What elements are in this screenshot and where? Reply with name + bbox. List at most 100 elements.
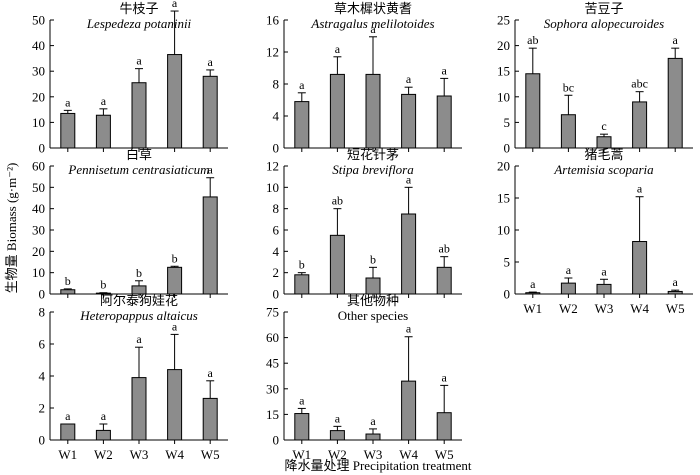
bar bbox=[560, 282, 576, 295]
y-tick-label: 15 bbox=[497, 191, 510, 206]
y-tick-label: 0 bbox=[504, 287, 511, 302]
y-tick-label: 60 bbox=[32, 159, 45, 174]
bar bbox=[202, 196, 218, 295]
significance-label: a bbox=[673, 275, 679, 289]
y-tick-label: 30 bbox=[266, 381, 279, 396]
bar bbox=[667, 57, 683, 149]
bar bbox=[365, 277, 381, 295]
x-tick-label: W3 bbox=[364, 447, 383, 462]
panel-title-cn: 草木樨状黄耆 bbox=[334, 1, 412, 16]
significance-label: a bbox=[335, 42, 341, 56]
bar bbox=[667, 290, 683, 295]
x-tick-label: W3 bbox=[130, 447, 149, 462]
bar bbox=[436, 95, 452, 149]
bar bbox=[365, 73, 381, 149]
significance-label: bc bbox=[563, 80, 574, 94]
bar bbox=[632, 101, 648, 149]
y-tick-label: 25 bbox=[497, 13, 510, 28]
y-tick-label: 5 bbox=[504, 255, 511, 270]
bar bbox=[294, 413, 310, 441]
y-tick-label: 4 bbox=[273, 244, 280, 259]
significance-label: a bbox=[101, 409, 107, 423]
y-tick-label: 50 bbox=[32, 13, 45, 28]
bar bbox=[167, 369, 183, 441]
x-tick-label: W1 bbox=[292, 447, 311, 462]
bar bbox=[95, 429, 111, 441]
significance-label: a bbox=[370, 414, 376, 428]
significance-label: a bbox=[101, 94, 107, 108]
bar bbox=[202, 75, 218, 149]
panel-title-cn: 短花针茅 bbox=[347, 147, 399, 162]
y-tick-label: 75 bbox=[266, 305, 279, 320]
significance-label: a bbox=[406, 172, 412, 186]
significance-label: a bbox=[65, 95, 71, 109]
panel-title-cn: 其他物种 bbox=[347, 293, 399, 308]
y-tick-label: 10 bbox=[266, 180, 279, 195]
significance-label: a bbox=[673, 33, 679, 47]
bar bbox=[131, 82, 147, 149]
y-tick-label: 0 bbox=[273, 141, 280, 156]
significance-label: a bbox=[335, 411, 341, 425]
bar bbox=[401, 213, 417, 295]
y-tick-label: 0 bbox=[273, 287, 280, 302]
bar bbox=[60, 289, 76, 295]
significance-label: a bbox=[208, 366, 214, 380]
significance-label: a bbox=[208, 163, 214, 177]
bar bbox=[60, 423, 76, 441]
significance-label: ab bbox=[527, 33, 538, 47]
panel-title-species: Other species bbox=[338, 308, 408, 323]
panel-title-cn: 苦豆子 bbox=[584, 1, 623, 16]
x-tick-label: W5 bbox=[666, 301, 685, 316]
bar bbox=[294, 274, 310, 295]
panel-title-species: Sophora alopecuroides bbox=[544, 16, 664, 31]
significance-label: a bbox=[370, 22, 376, 36]
panel-title-cn: 白草 bbox=[126, 147, 152, 162]
y-tick-label: 10 bbox=[32, 265, 45, 280]
panel-title-species: Heteropappus altaicus bbox=[79, 308, 198, 323]
x-tick-label: W2 bbox=[328, 447, 347, 462]
bar bbox=[329, 234, 345, 295]
y-tick-label: 30 bbox=[32, 64, 45, 79]
y-tick-label: 0 bbox=[504, 141, 511, 156]
bar bbox=[60, 112, 76, 149]
y-tick-label: 0 bbox=[39, 433, 46, 448]
bar bbox=[167, 54, 183, 149]
y-tick-label: 15 bbox=[497, 64, 510, 79]
panel-title-species: Artemisia scoparia bbox=[553, 162, 654, 177]
bar bbox=[401, 380, 417, 441]
x-axis-label: 降水量处理 Precipitation treatment bbox=[284, 458, 471, 473]
y-tick-label: 12 bbox=[266, 159, 279, 174]
bar bbox=[436, 412, 452, 441]
y-tick-label: 10 bbox=[497, 223, 510, 238]
y-tick-label: 60 bbox=[266, 330, 279, 345]
bar bbox=[167, 266, 183, 295]
y-tick-label: 50 bbox=[32, 180, 45, 195]
significance-label: ab bbox=[439, 242, 450, 256]
y-tick-label: 4 bbox=[39, 369, 46, 384]
y-tick-label: 30 bbox=[32, 223, 45, 238]
x-tick-label: W1 bbox=[523, 301, 542, 316]
significance-label: a bbox=[172, 319, 178, 333]
y-tick-label: 20 bbox=[32, 244, 45, 259]
significance-label: a bbox=[442, 370, 448, 384]
x-tick-label: W3 bbox=[595, 301, 614, 316]
y-tick-label: 4 bbox=[273, 109, 280, 124]
significance-label: a bbox=[299, 393, 305, 407]
bar bbox=[131, 377, 147, 441]
x-tick-label: W5 bbox=[435, 447, 454, 462]
significance-label: a bbox=[208, 55, 214, 69]
x-tick-label: W4 bbox=[399, 447, 418, 462]
y-tick-label: 16 bbox=[266, 13, 280, 28]
significance-label: a bbox=[530, 277, 536, 291]
y-tick-label: 0 bbox=[39, 141, 46, 156]
significance-label: b bbox=[299, 258, 305, 272]
bar bbox=[525, 292, 541, 295]
significance-label: a bbox=[299, 78, 305, 92]
panel-title-cn: 猪毛蒿 bbox=[584, 147, 623, 162]
y-tick-label: 10 bbox=[497, 89, 510, 104]
